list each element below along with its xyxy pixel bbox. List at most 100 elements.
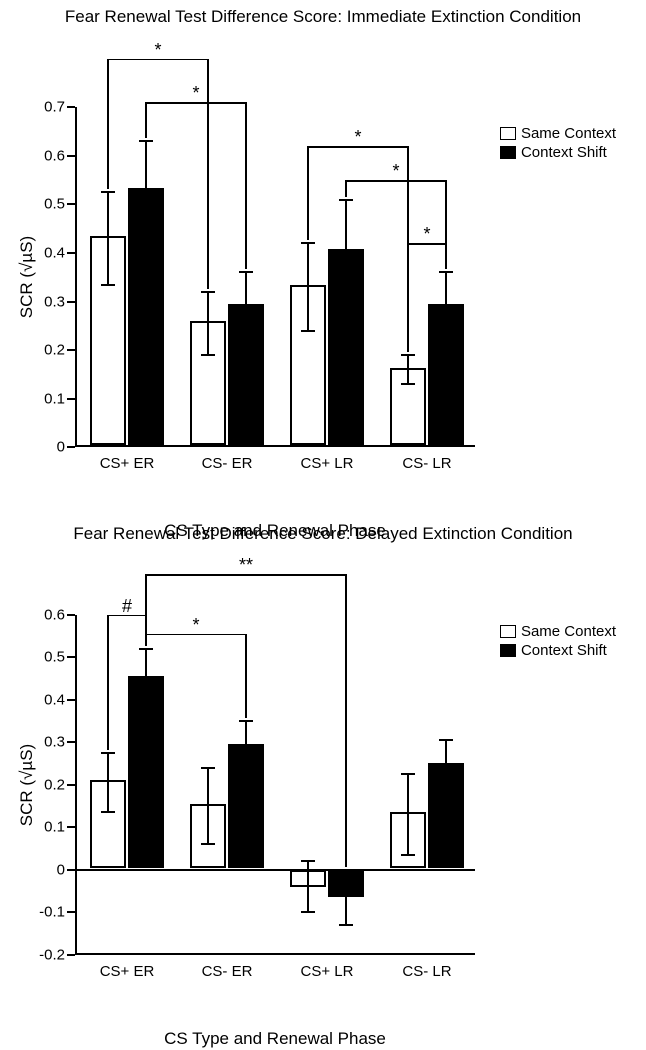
error-cap	[139, 237, 153, 239]
error-cap	[339, 301, 353, 303]
error-bar	[207, 768, 209, 845]
y-tick-label: 0	[57, 861, 65, 878]
error-bar	[407, 355, 409, 384]
error-cap	[401, 773, 415, 775]
error-cap	[139, 140, 153, 142]
y-tick	[67, 741, 75, 743]
x-tick-label: CS+ LR	[301, 963, 354, 980]
error-bar	[107, 753, 109, 813]
sig-bracket	[145, 102, 147, 138]
y-tick	[67, 106, 75, 108]
error-cap	[101, 284, 115, 286]
error-bar	[145, 141, 147, 238]
plot-area: 00.10.20.30.40.50.60.7CS+ ERCS- ERCS+ LR…	[75, 107, 475, 447]
error-bar	[345, 200, 347, 302]
y-tick-label: 0.5	[44, 196, 65, 213]
legend-item: Context Shift	[500, 144, 616, 161]
x-tick-label: CS- LR	[402, 455, 451, 472]
y-tick	[67, 784, 75, 786]
y-tick-label: 0.2	[44, 342, 65, 359]
error-cap	[201, 767, 215, 769]
y-tick-label: -0.1	[39, 904, 65, 921]
y-tick-label: 0.1	[44, 390, 65, 407]
error-cap	[439, 790, 453, 792]
error-cap	[201, 354, 215, 356]
error-cap	[301, 330, 315, 332]
error-bar	[407, 774, 409, 855]
legend: Same Context Context Shift	[500, 125, 616, 163]
plot-wrap: SCR (√µS)-0.2-0.100.10.20.30.40.50.6CS+ …	[75, 545, 646, 1025]
panel-immediate: Fear Renewal Test Difference Score: Imme…	[0, 0, 646, 517]
y-tick	[67, 656, 75, 658]
sig-mark: *	[392, 162, 399, 180]
y-tick-label: 0.4	[44, 244, 65, 261]
y-tick	[67, 203, 75, 205]
sig-bracket	[445, 243, 447, 269]
y-tick	[67, 252, 75, 254]
legend-label: Same Context	[521, 125, 616, 142]
error-cap	[101, 752, 115, 754]
error-bar	[245, 721, 247, 772]
y-axis-label: SCR (√µS)	[17, 743, 37, 825]
error-cap	[101, 811, 115, 813]
legend-swatch	[500, 644, 516, 657]
x-tick-label: CS- ER	[202, 455, 253, 472]
sig-mark: #	[122, 597, 132, 615]
y-axis-label: SCR (√µS)	[17, 236, 37, 318]
error-cap	[139, 707, 153, 709]
y-tick	[67, 911, 75, 913]
sig-bracket	[245, 102, 247, 269]
error-bar	[307, 243, 309, 330]
error-bar	[307, 861, 309, 912]
error-bar	[145, 649, 147, 709]
sig-bracket	[207, 59, 209, 289]
y-tick	[67, 155, 75, 157]
y-tick-label: 0.3	[44, 293, 65, 310]
error-bar	[207, 292, 209, 355]
y-tick	[67, 869, 75, 871]
error-cap	[439, 739, 453, 741]
y-tick	[67, 301, 75, 303]
y-tick-label: 0	[57, 439, 65, 456]
y-tick-label: 0.7	[44, 99, 65, 116]
legend-swatch	[500, 146, 516, 159]
legend-item: Same Context	[500, 125, 616, 142]
error-cap	[339, 924, 353, 926]
sig-mark: **	[239, 556, 253, 574]
error-cap	[339, 199, 353, 201]
y-tick-label: 0.2	[44, 776, 65, 793]
y-tick-label: 0.3	[44, 734, 65, 751]
error-cap	[301, 860, 315, 862]
y-tick	[67, 826, 75, 828]
error-cap	[239, 720, 253, 722]
error-cap	[339, 869, 353, 871]
panel-title: Fear Renewal Test Difference Score: Dela…	[0, 517, 646, 544]
sig-bracket	[407, 243, 409, 352]
legend-label: Same Context	[521, 623, 616, 640]
legend-label: Context Shift	[521, 642, 607, 659]
y-tick-label: 0.5	[44, 649, 65, 666]
sig-mark: *	[154, 41, 161, 59]
legend: Same Context Context Shift	[500, 623, 616, 661]
error-cap	[239, 771, 253, 773]
sig-bracket	[345, 574, 347, 866]
error-bar	[345, 870, 347, 925]
error-cap	[439, 271, 453, 273]
x-tick-label: CS+ ER	[100, 963, 155, 980]
y-tick-label: 0.4	[44, 691, 65, 708]
error-bar	[107, 192, 109, 284]
x-axis-label: CS Type and Renewal Phase	[75, 1029, 475, 1049]
x-tick-label: CS- ER	[202, 963, 253, 980]
figure: Fear Renewal Test Difference Score: Imme…	[0, 0, 646, 1025]
y-tick-label: 0.6	[44, 606, 65, 623]
error-bar	[445, 272, 447, 340]
error-cap	[201, 291, 215, 293]
legend-item: Context Shift	[500, 642, 616, 659]
sig-bracket	[245, 634, 247, 718]
sig-mark: *	[354, 128, 361, 146]
zero-line	[77, 869, 475, 871]
y-tick	[67, 398, 75, 400]
error-cap	[301, 242, 315, 244]
y-tick-label: -0.2	[39, 946, 65, 963]
error-cap	[101, 191, 115, 193]
